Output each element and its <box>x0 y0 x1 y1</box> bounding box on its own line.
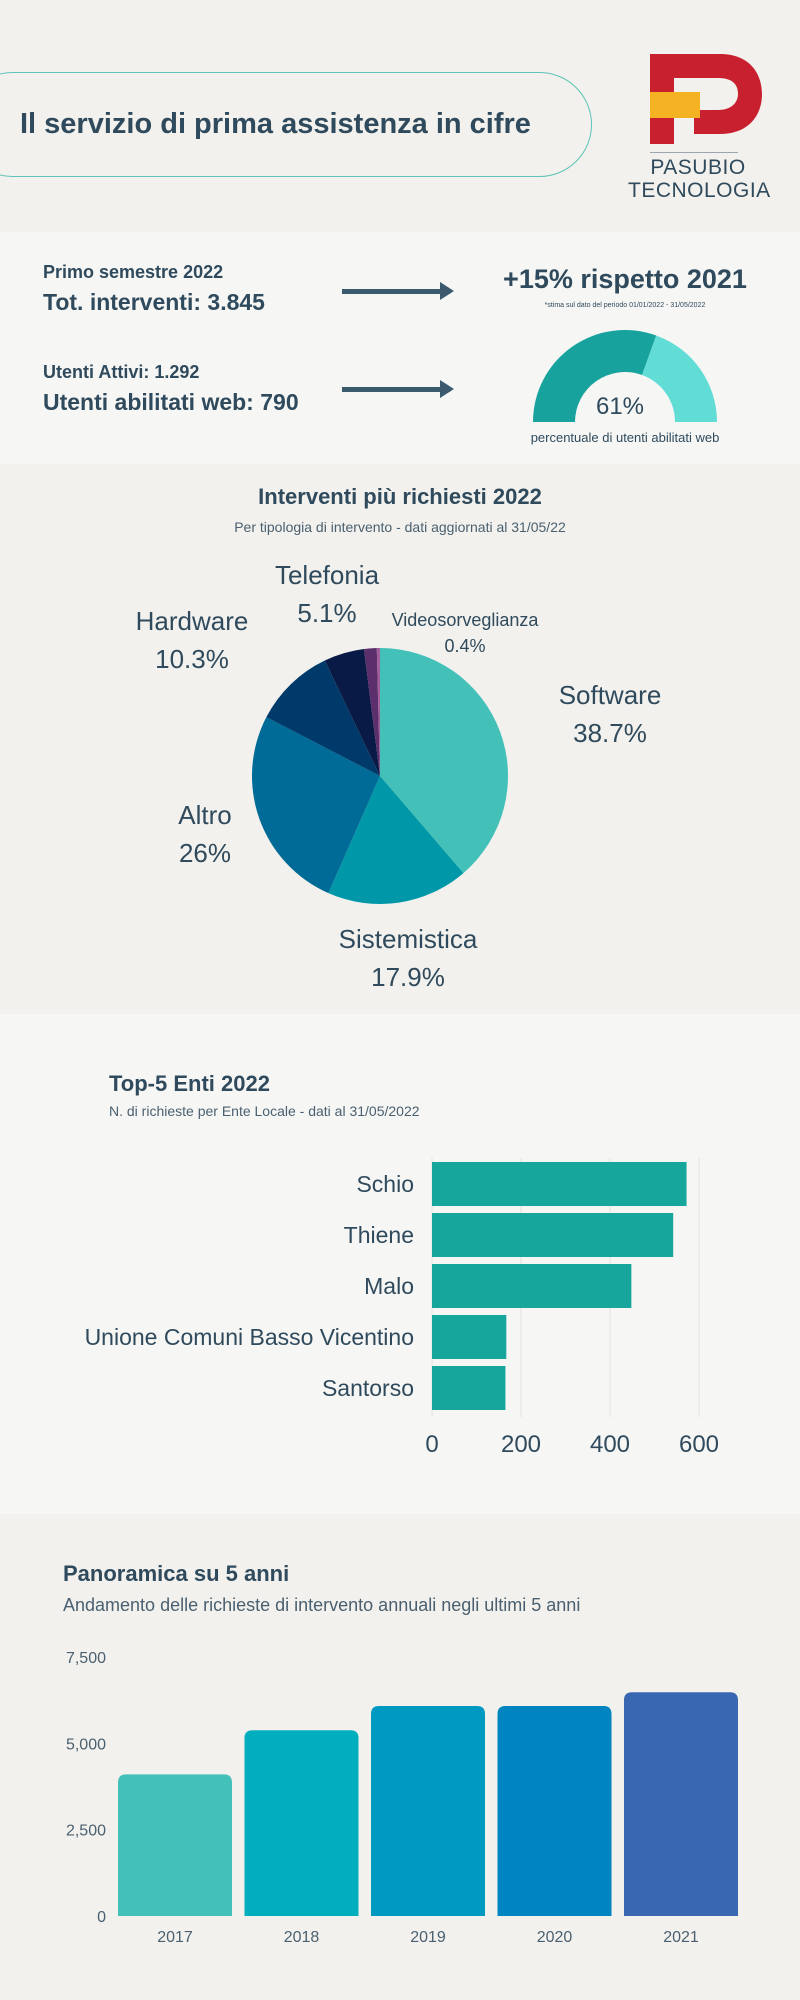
growth-headline: +15% rispetto 2021 <box>503 264 747 294</box>
x-tick-label: 2021 <box>663 1929 699 1946</box>
x-tick-label: 200 <box>501 1431 541 1458</box>
column-2019 <box>371 1706 485 1916</box>
title-pill <box>0 72 592 177</box>
bar-unione-comuni-basso-vicentino <box>432 1315 507 1359</box>
column-chart-title: Panoramica su 5 anni <box>63 1561 290 1586</box>
top5-bar-chart: 0 200 400 600 Schio Thiene Malo Unione Comuni B… <box>85 1158 719 1458</box>
page-title: Il servizio di prima assistenza in cifre <box>20 108 531 140</box>
pie-slice-software <box>380 648 508 874</box>
period-label: Primo semestre 2022 <box>43 262 224 282</box>
category-label: Santorso <box>322 1375 414 1401</box>
gauge-remainder-arc <box>641 335 717 422</box>
pie-value-label: 0.4% <box>444 636 485 656</box>
top5-section <box>0 1014 800 1514</box>
y-tick-label: 5,000 <box>66 1736 106 1753</box>
pie-slice-altro <box>251 717 380 894</box>
gauge-value: 61% <box>596 393 644 420</box>
web-users: Utenti abilitati web: 790 <box>43 389 299 415</box>
pie-value-label: 10.3% <box>155 644 229 674</box>
pie-chart-title: Interventi più richiesti 2022 <box>258 484 542 509</box>
x-tick-label: 2017 <box>157 1929 193 1946</box>
growth-footnote: *stima sul dato del periodo 01/01/2022 -… <box>544 302 706 309</box>
bar-thiene <box>432 1213 674 1257</box>
bar-schio <box>432 1162 687 1206</box>
pie-slice-videosorveglianza <box>376 648 380 776</box>
logo-text-tecnologia: TECNOLOGIA <box>628 179 771 202</box>
logo-red-shape <box>650 54 762 134</box>
logo-red-stem <box>650 118 674 144</box>
category-label: Schio <box>356 1171 414 1197</box>
x-tick-label: 2018 <box>284 1929 320 1946</box>
pie-chart: Software 38.7% Sistemistica 17.9% Altro 26% Ha… <box>136 560 662 992</box>
logo-text-pasubio: PASUBIO <box>650 156 746 179</box>
category-label: Thiene <box>344 1222 414 1248</box>
active-users: Utenti Attivi: 1.292 <box>43 362 200 382</box>
pie-value-label: 26% <box>179 838 231 868</box>
pie-chart-subtitle: Per tipologia di intervento - dati aggio… <box>234 519 566 535</box>
y-tick-label: 0 <box>97 1909 106 1926</box>
column-2021 <box>624 1692 738 1916</box>
pie-slice-sistemistica <box>328 776 464 904</box>
bar-santorso <box>432 1366 506 1410</box>
x-tick-label: 2019 <box>410 1929 446 1946</box>
pasubio-logo-icon <box>650 54 762 144</box>
gauge-value-arc <box>533 330 657 422</box>
pie-label: Hardware <box>136 606 249 636</box>
web-users-gauge: 61% <box>533 330 717 422</box>
total-interventions: Tot. interventi: 3.845 <box>43 289 265 315</box>
pie-label: Software <box>559 680 662 710</box>
pie-value-label: 17.9% <box>371 962 445 992</box>
pie-label: Videosorveglianza <box>392 610 540 630</box>
x-tick-label: 400 <box>590 1431 630 1458</box>
pie-slice-telefonia <box>324 649 380 776</box>
logo-divider <box>650 152 738 153</box>
pie-label: Altro <box>178 800 231 830</box>
years-column-chart: 0 2,500 5,000 7,500 2017 2018 2019 2020 2021 <box>66 1650 738 1946</box>
y-tick-label: 2,500 <box>66 1823 106 1840</box>
category-label: Malo <box>364 1273 414 1299</box>
x-tick-label: 0 <box>425 1431 438 1458</box>
x-tick-label: 2020 <box>537 1929 573 1946</box>
pie-slice-hardware <box>266 660 380 776</box>
arrow-right-icon <box>342 380 454 398</box>
column-2017 <box>118 1774 232 1916</box>
pie-value-label: 5.1% <box>297 598 356 628</box>
gauge-caption: percentuale di utenti abilitati web <box>530 430 720 445</box>
pie-slice-other-5 <box>363 648 380 776</box>
category-label: Unione Comuni Basso Vicentino <box>85 1324 414 1350</box>
bar-chart-title: Top-5 Enti 2022 <box>109 1071 270 1096</box>
pie-label: Telefonia <box>275 560 380 590</box>
logo-yellow-shape <box>650 92 700 118</box>
x-tick-label: 600 <box>679 1431 719 1458</box>
column-chart-subtitle: Andamento delle richieste di intervento … <box>63 1595 581 1615</box>
column-2020 <box>497 1706 612 1916</box>
bar-chart-subtitle: N. di richieste per Ente Locale - dati a… <box>109 1103 420 1119</box>
pie-value-label: 38.7% <box>573 718 647 748</box>
arrow-right-icon <box>342 282 454 300</box>
bar-malo <box>432 1264 632 1308</box>
pie-label: Sistemistica <box>339 924 478 954</box>
y-tick-label: 7,500 <box>66 1650 106 1667</box>
column-2018 <box>244 1730 359 1916</box>
